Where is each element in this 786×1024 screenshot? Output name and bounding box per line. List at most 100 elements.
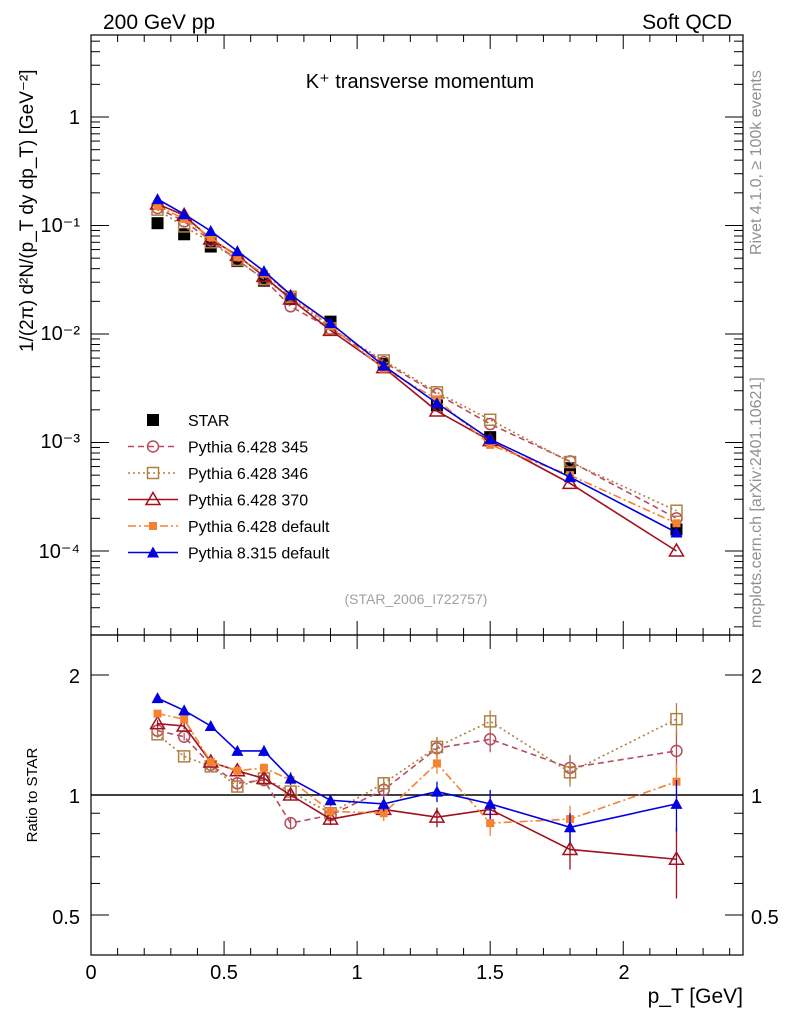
legend-label: Pythia 6.428 370 (188, 493, 308, 510)
ratio-y-tick-0.5-right: 0.5 (751, 907, 779, 929)
ratio-y-axis-label: Ratio to STAR (24, 747, 41, 842)
data-point (206, 233, 215, 242)
legend-marker (147, 546, 159, 558)
ratio-y-tick-2: 2 (69, 666, 80, 688)
data-point (432, 759, 441, 768)
data-point (670, 504, 683, 517)
data-point (151, 692, 164, 704)
legend-marker (149, 522, 157, 530)
data-point (379, 809, 388, 818)
ratio-y-tick-2-right: 2 (751, 666, 762, 688)
legend-label: Pythia 6.428 345 (188, 440, 308, 457)
data-point (255, 770, 273, 785)
data-point (322, 810, 339, 825)
data-point (484, 797, 497, 809)
series-line (157, 712, 677, 824)
data-point (670, 526, 683, 538)
series-pythia-6-428-346 (151, 703, 683, 820)
x-tick-label-2: 2 (618, 962, 629, 984)
data-point (324, 317, 337, 329)
x-axis-label: p_T [GeV] (648, 985, 743, 1008)
legend-item: STAR (147, 413, 229, 430)
data-point (177, 750, 191, 763)
series-line (157, 198, 677, 534)
y-tick-label-1e-2: 10⁻² (41, 323, 81, 345)
legend-marker (146, 440, 160, 453)
data-point (324, 794, 337, 806)
data-point (204, 719, 217, 731)
data-point (564, 821, 577, 833)
main-series (149, 193, 685, 557)
data-point (564, 471, 577, 483)
legend-item: Pythia 6.428 370 (128, 491, 308, 510)
header-left: 200 GeV pp (103, 11, 215, 34)
data-point (377, 777, 390, 790)
ratio-y-tick-1-right: 1 (751, 786, 762, 808)
data-point (563, 455, 577, 469)
legend-label: Pythia 6.428 346 (188, 466, 308, 483)
series-line (157, 718, 677, 815)
legend-marker (146, 466, 160, 480)
data-point (430, 397, 443, 409)
data-point (483, 417, 497, 431)
data-point (257, 744, 270, 756)
data-point (149, 715, 166, 730)
axis-ticks (90, 35, 743, 955)
legend-label: Pythia 8.315 default (188, 546, 330, 563)
data-point (151, 217, 164, 230)
data-point (483, 732, 497, 746)
data-point (233, 253, 242, 262)
data-point (563, 766, 577, 779)
data-point (668, 850, 685, 865)
side-text-rivet: Rivet 4.1.0, ≥ 100k events (748, 70, 765, 255)
legend-item: Pythia 6.428 346 (128, 466, 308, 483)
data-point (204, 224, 217, 236)
data-point (233, 766, 242, 775)
data-point (377, 797, 390, 809)
x-tick-label-1: 1 (351, 962, 362, 984)
data-point (428, 402, 446, 417)
data-point (231, 744, 244, 756)
data-point (670, 744, 683, 758)
ratio-y-tick-0.5: 0.5 (52, 907, 80, 929)
data-point (284, 816, 297, 830)
data-point (153, 202, 162, 211)
legend-item: Pythia 8.315 default (128, 546, 330, 563)
series-line (157, 729, 677, 825)
x-tick-label-0.5: 0.5 (210, 962, 238, 984)
y-tick-label-1e-1: 10⁻¹ (41, 215, 81, 237)
data-point (430, 740, 444, 754)
legend-marker (144, 491, 162, 506)
data-point (561, 474, 579, 490)
data-point (483, 413, 497, 427)
data-point (377, 359, 390, 371)
data-point (153, 709, 162, 718)
data-point (178, 228, 191, 241)
y-tick-label-1: 1 (69, 107, 80, 129)
legend: STAR Pythia 6.428 345 Pythia 6.428 346 Pyth… (128, 413, 330, 563)
data-point (428, 808, 446, 823)
series-pythia-8-315-default (151, 692, 683, 843)
data-point (484, 433, 497, 445)
y-tick-label-1e-3: 10⁻³ (41, 431, 81, 453)
data-point (284, 288, 297, 300)
data-point (561, 840, 579, 856)
data-point (151, 193, 164, 205)
data-point (231, 780, 244, 793)
data-point (670, 797, 683, 809)
legend-label: Pythia 6.428 default (188, 519, 330, 536)
ratio-y-tick-1: 1 (69, 786, 80, 808)
series-line (157, 207, 677, 520)
data-point (282, 786, 299, 801)
series-pythia-8-315-default (151, 193, 683, 538)
data-point (259, 763, 268, 772)
data-point (670, 712, 683, 726)
legend-item: Pythia 6.428 345 (128, 440, 308, 457)
data-point (668, 542, 685, 557)
data-point (486, 819, 495, 828)
header-right: Soft QCD (642, 11, 732, 34)
y-tick-label-1e-4: 10⁻⁴ (39, 541, 80, 563)
data-point (430, 785, 443, 797)
chart-title: K⁺ transverse momentum (306, 71, 534, 93)
